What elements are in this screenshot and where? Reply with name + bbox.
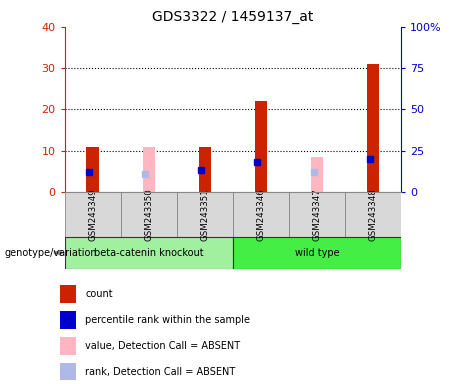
Bar xyxy=(233,237,401,269)
Bar xyxy=(177,192,233,237)
Bar xyxy=(60,311,76,329)
Text: GSM243348: GSM243348 xyxy=(368,188,378,241)
Text: value, Detection Call = ABSENT: value, Detection Call = ABSENT xyxy=(85,341,240,351)
Bar xyxy=(121,192,177,237)
Bar xyxy=(233,192,289,237)
Bar xyxy=(65,237,233,269)
Bar xyxy=(199,147,211,192)
Text: count: count xyxy=(85,289,113,299)
Title: GDS3322 / 1459137_at: GDS3322 / 1459137_at xyxy=(152,10,313,25)
Bar xyxy=(65,192,121,237)
Text: GSM243349: GSM243349 xyxy=(88,188,97,241)
Text: GSM243350: GSM243350 xyxy=(144,188,153,241)
Bar xyxy=(289,192,345,237)
Text: GSM243347: GSM243347 xyxy=(313,188,321,241)
Bar xyxy=(60,362,76,381)
Text: rank, Detection Call = ABSENT: rank, Detection Call = ABSENT xyxy=(85,367,236,377)
Bar xyxy=(86,147,99,192)
Bar xyxy=(367,64,379,192)
Bar xyxy=(60,285,76,303)
Bar xyxy=(254,101,267,192)
Bar xyxy=(60,337,76,355)
Text: percentile rank within the sample: percentile rank within the sample xyxy=(85,315,250,325)
Text: GSM243346: GSM243346 xyxy=(256,188,266,241)
Text: wild type: wild type xyxy=(295,248,339,258)
Text: genotype/variation: genotype/variation xyxy=(5,248,97,258)
Bar xyxy=(142,147,155,192)
Text: GSM243351: GSM243351 xyxy=(200,188,209,241)
Bar xyxy=(311,157,323,192)
Text: beta-catenin knockout: beta-catenin knockout xyxy=(94,248,203,258)
Bar xyxy=(345,192,401,237)
